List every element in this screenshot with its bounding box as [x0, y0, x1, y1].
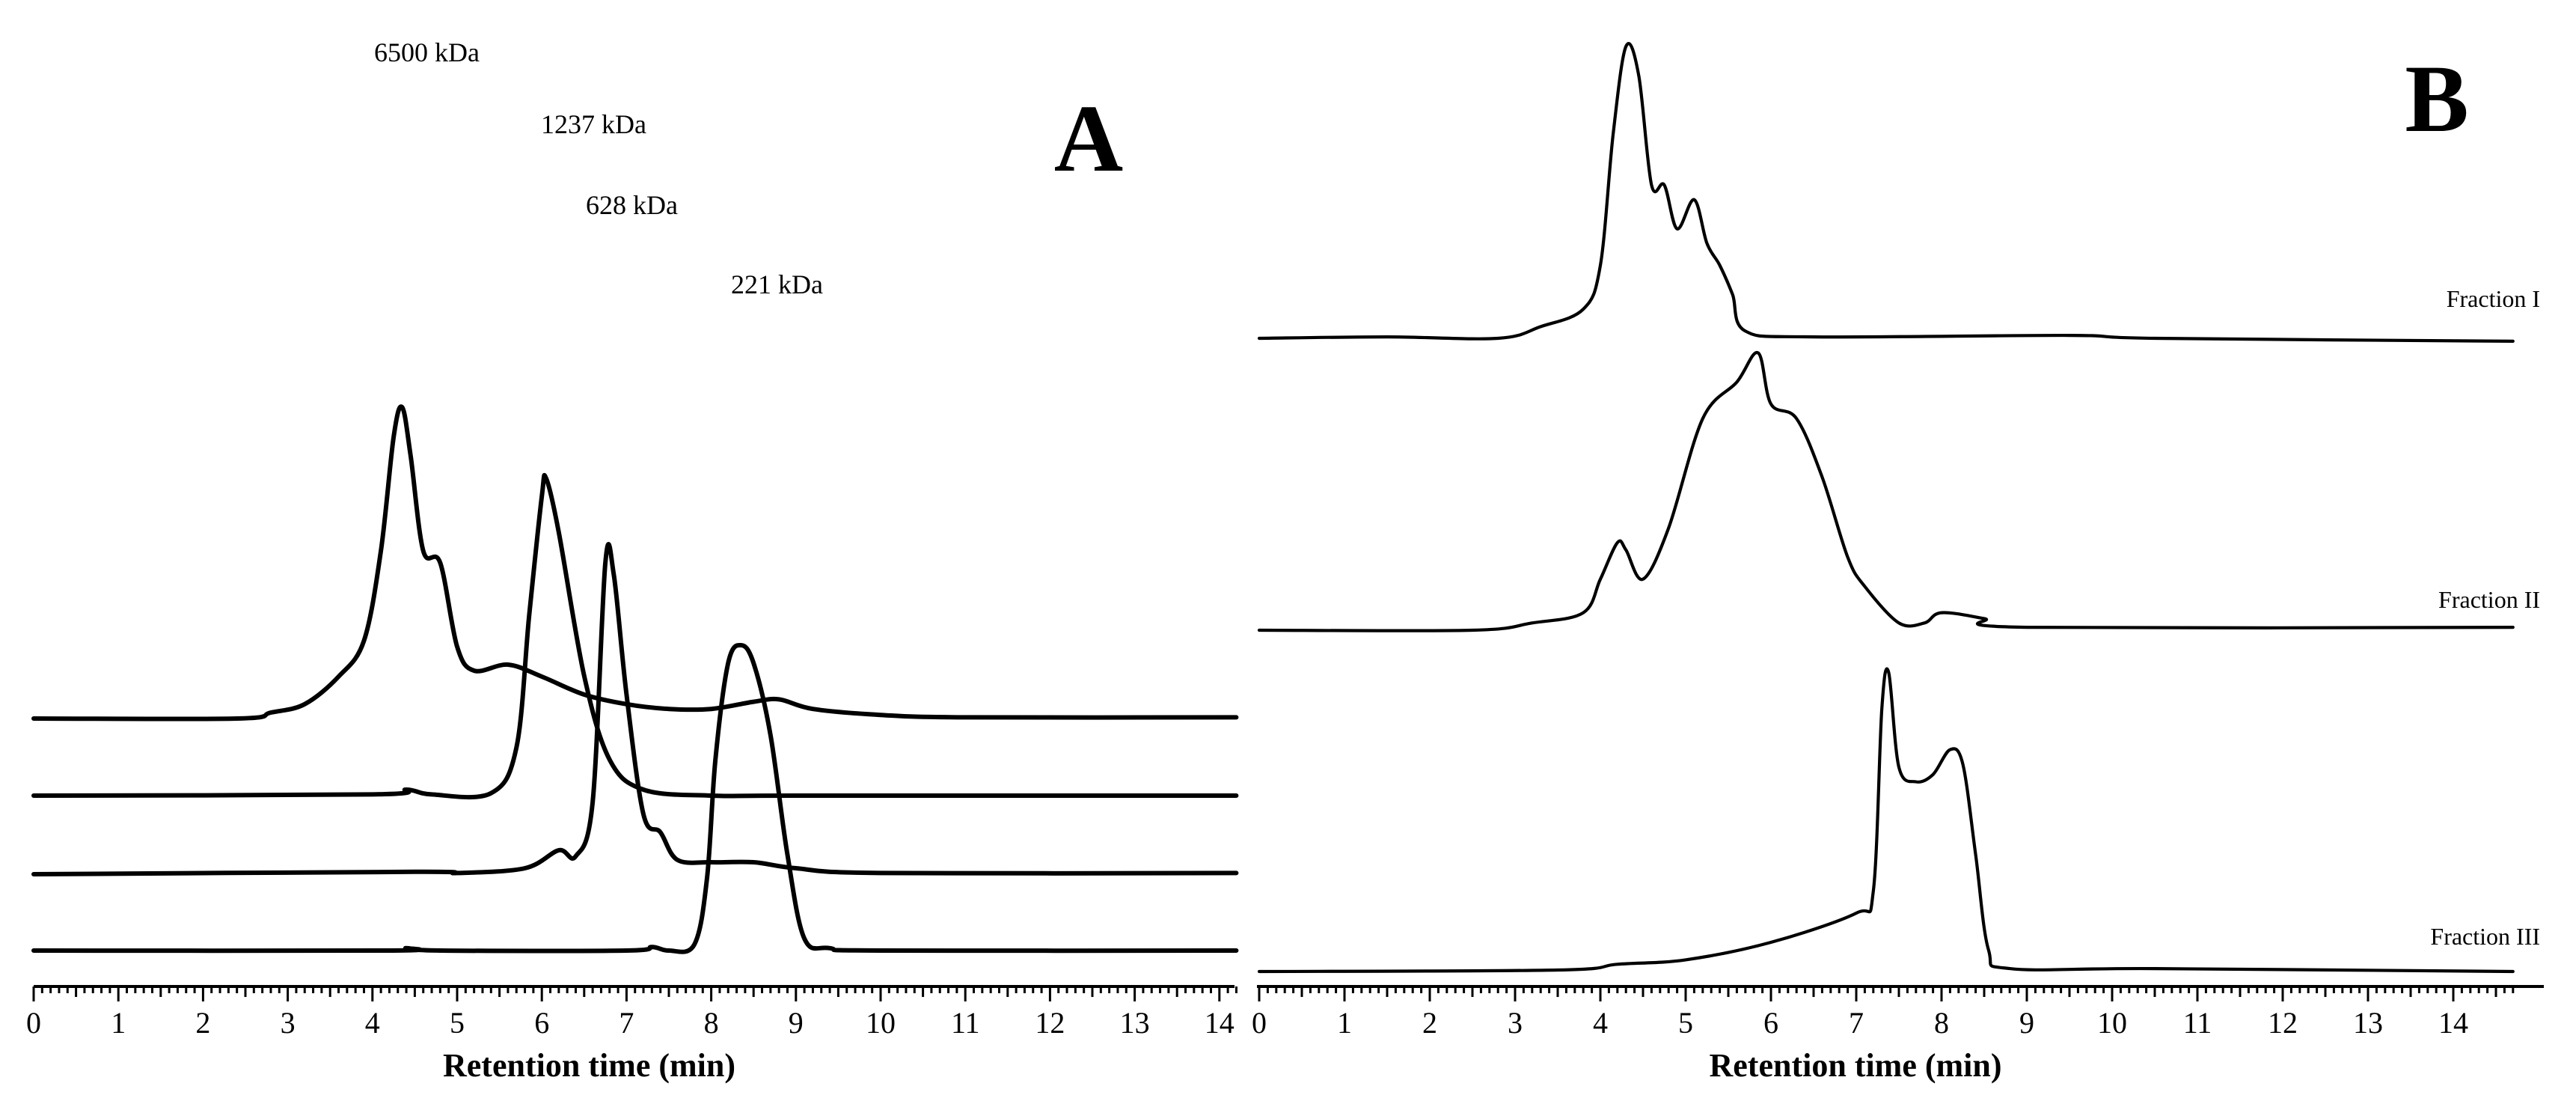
x-tick-label: 12: [1035, 1006, 1065, 1040]
panel-label: A: [1054, 85, 1123, 192]
x-tick-label: 10: [2097, 1006, 2127, 1040]
trace-fraction-iii: [1257, 667, 2515, 974]
x-tick-label: 4: [1593, 1006, 1608, 1040]
trace-6500-kda: [31, 404, 1239, 722]
x-tick-label: 1: [111, 1006, 126, 1040]
x-tick-label: 6: [1763, 1006, 1778, 1040]
x-tick-label: 8: [704, 1006, 719, 1040]
x-tick-label: 14: [1205, 1006, 1235, 1040]
trace-221-kda: [31, 642, 1239, 954]
trace-fraction-i: [1257, 42, 2515, 343]
x-tick-label: 9: [2019, 1006, 2034, 1040]
series-label: Fraction II: [2438, 586, 2540, 613]
x-tick-label: 6: [534, 1006, 549, 1040]
x-tick-label: 10: [866, 1006, 896, 1040]
x-tick-label: 9: [789, 1006, 804, 1040]
peak-label: 1237 kDa: [541, 109, 646, 139]
series-label: Fraction III: [2430, 923, 2540, 950]
x-tick-label: 11: [951, 1006, 980, 1040]
x-tick-label: 4: [365, 1006, 380, 1040]
x-tick-label: 5: [1678, 1006, 1693, 1040]
x-tick-label: 12: [2268, 1006, 2298, 1040]
x-tick-label: 0: [26, 1006, 41, 1040]
x-axis-title: Retention time (min): [1709, 1047, 2001, 1084]
x-tick-label: 7: [619, 1006, 634, 1040]
x-tick-label: 8: [1934, 1006, 1949, 1040]
x-tick-label: 14: [2438, 1006, 2468, 1040]
x-tick-label: 0: [1252, 1006, 1267, 1040]
trace-628-kda: [31, 542, 1239, 876]
series-label: Fraction I: [2447, 285, 2540, 312]
x-tick-label: 5: [450, 1006, 465, 1040]
x-tick-label: 7: [1849, 1006, 1864, 1040]
x-tick-label: 1: [1337, 1006, 1352, 1040]
peak-label: 221 kDa: [731, 269, 823, 299]
x-tick-label: 3: [1508, 1006, 1523, 1040]
x-tick-label: 11: [2183, 1006, 2212, 1040]
x-tick-label: 13: [2353, 1006, 2383, 1040]
x-tick-label: 3: [281, 1006, 296, 1040]
peak-label: 628 kDa: [586, 190, 678, 220]
x-tick-label: 2: [1422, 1006, 1437, 1040]
peak-label: 6500 kDa: [374, 37, 480, 67]
x-tick-label: 13: [1120, 1006, 1150, 1040]
x-axis-title: Retention time (min): [443, 1047, 735, 1084]
panel-label: B: [2405, 46, 2468, 152]
trace-fraction-ii: [1257, 351, 2515, 632]
trace-1237-kda: [31, 472, 1239, 800]
x-tick-label: 2: [195, 1006, 210, 1040]
